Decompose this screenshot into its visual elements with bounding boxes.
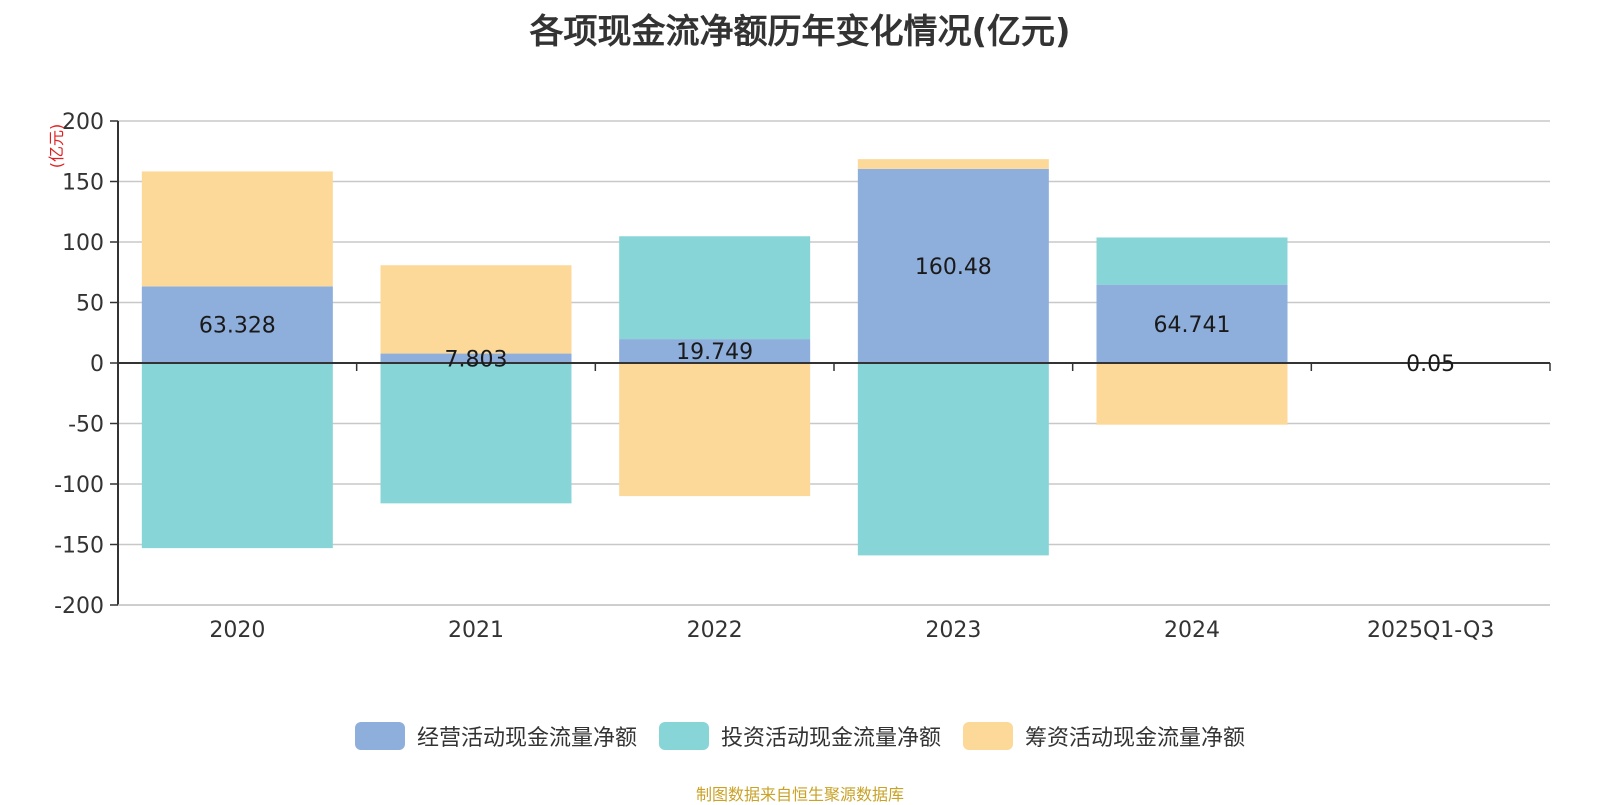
x-tick-label: 2022 bbox=[687, 618, 743, 643]
legend-item-financing[interactable]: 筹资活动现金流量净额 bbox=[963, 720, 1245, 752]
bar-investing-2024 bbox=[1096, 237, 1288, 285]
y-tick-label: 50 bbox=[76, 292, 104, 317]
data-label-operating: 19.749 bbox=[676, 340, 753, 365]
data-label-operating: 160.48 bbox=[915, 255, 992, 280]
chart-title: 各项现金流净额历年变化情况(亿元) bbox=[529, 12, 1071, 52]
legend-label-financing: 筹资活动现金流量净额 bbox=[1025, 726, 1246, 751]
legend-label-investing: 投资活动现金流量净额 bbox=[720, 726, 941, 751]
bar-operating-2024 bbox=[1096, 284, 1288, 363]
x-tick-label: 2020 bbox=[209, 618, 265, 643]
legend-item-investing[interactable]: 投资活动现金流量净额 bbox=[658, 720, 941, 752]
x-tick-label: 2023 bbox=[925, 618, 981, 643]
legend: 经营活动现金流量净额 投资活动现金流量净额 筹资活动现金流量净额 bbox=[0, 720, 1600, 752]
bar-operating-2020 bbox=[141, 286, 333, 363]
data-label-operating: 63.328 bbox=[199, 314, 276, 339]
bar-operating-2023 bbox=[857, 168, 1049, 363]
x-tick-label: 2025Q1-Q3 bbox=[1367, 618, 1494, 643]
bar-investing-2020 bbox=[141, 363, 333, 549]
bar-investing-2023 bbox=[857, 363, 1049, 556]
bar-financing-2021 bbox=[380, 265, 572, 354]
y-tick-label: -200 bbox=[54, 594, 104, 619]
data-source-note: 制图数据来自恒生聚源数据库 bbox=[695, 785, 904, 804]
bar-financing-2023 bbox=[857, 159, 1049, 169]
legend-swatch-financing bbox=[963, 722, 1013, 750]
y-tick-label: -100 bbox=[54, 473, 104, 498]
y-axis-label: (亿元) bbox=[47, 124, 66, 169]
bar-investing-2022 bbox=[619, 236, 811, 340]
x-tick-label: 2021 bbox=[448, 618, 504, 643]
data-label-operating: 64.741 bbox=[1154, 313, 1231, 338]
y-tick-label: 100 bbox=[62, 231, 104, 256]
legend-item-operating[interactable]: 经营活动现金流量净额 bbox=[354, 720, 637, 752]
data-label-operating: 0.05 bbox=[1406, 352, 1455, 377]
bar-financing-2022 bbox=[619, 363, 811, 497]
bar-investing-2021 bbox=[380, 363, 572, 504]
bar-operating-2021 bbox=[380, 353, 572, 363]
legend-label-operating: 经营活动现金流量净额 bbox=[416, 726, 637, 751]
bar-operating-2022 bbox=[619, 339, 811, 363]
legend-swatch-investing bbox=[658, 722, 709, 750]
data-label-operating: 7.803 bbox=[445, 347, 508, 372]
y-tick-label: 0 bbox=[90, 352, 104, 377]
legend-swatch-operating bbox=[354, 722, 405, 750]
y-tick-label: -150 bbox=[54, 534, 104, 559]
bar-financing-2024 bbox=[1096, 363, 1288, 425]
bar-financing-2020 bbox=[141, 171, 333, 287]
y-tick-label: 150 bbox=[62, 171, 104, 196]
x-tick-label: 2024 bbox=[1164, 618, 1220, 643]
y-tick-label: 200 bbox=[62, 110, 104, 135]
y-tick-label: -50 bbox=[68, 413, 104, 438]
